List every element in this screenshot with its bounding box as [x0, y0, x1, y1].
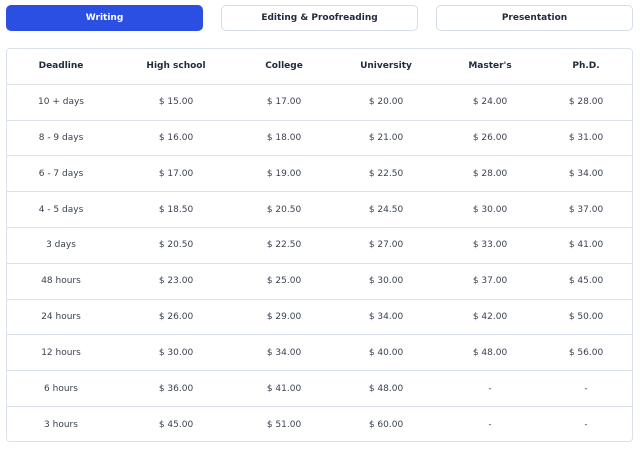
- table-cell: -: [488, 419, 492, 430]
- table-cell: $ 25.00: [266, 276, 302, 287]
- table-cell: $ 41.00: [266, 383, 302, 394]
- table-row: 6 - 7 days $ 17.00 $ 19.00 $ 22.50 $ 28.00 $ …: [7, 156, 632, 193]
- table-cell: -: [584, 383, 588, 394]
- table-row: 8 - 9 days $ 16.00 $ 18.00 $ 21.00 $ 26.00 $ …: [7, 121, 632, 157]
- table-cell: $ 31.00: [568, 132, 604, 143]
- table-cell: $ 34.00: [568, 168, 604, 179]
- table-cell: $ 17.00: [158, 168, 194, 179]
- table-cell: $ 26.00: [472, 132, 508, 143]
- table-cell: $ 30.00: [472, 204, 508, 215]
- table-row: 3 hours $ 45.00 $ 51.00 $ 60.00 - -: [7, 407, 632, 443]
- table-cell: $ 48.00: [368, 383, 404, 394]
- column-header: High school: [146, 61, 206, 72]
- table-cell: $ 24.00: [472, 97, 508, 108]
- table-row: 10 + days $ 15.00 $ 17.00 $ 20.00 $ 24.00 $ 2…: [7, 85, 632, 121]
- table-cell: $ 23.00: [158, 276, 194, 287]
- table-cell: $ 27.00: [368, 240, 404, 251]
- table-cell: $ 22.50: [368, 168, 404, 179]
- table-cell: 3 hours: [44, 419, 78, 430]
- table-cell: $ 37.00: [568, 204, 604, 215]
- table-cell: -: [584, 419, 588, 430]
- table-cell: 12 hours: [41, 347, 81, 358]
- price-table: Deadline High school College University Mast…: [6, 48, 633, 442]
- table-cell: $ 21.00: [368, 132, 404, 143]
- table-cell: $ 37.00: [472, 276, 508, 287]
- tab[interactable]: Presentation: [436, 5, 633, 31]
- table-cell: $ 36.00: [158, 383, 194, 394]
- tab[interactable]: Editing & Proofreading: [221, 5, 418, 31]
- table-cell: $ 17.00: [266, 97, 302, 108]
- table-row: 12 hours $ 30.00 $ 34.00 $ 40.00 $ 48.00 $ 56…: [7, 335, 632, 372]
- table-cell: $ 45.00: [158, 419, 194, 430]
- table-cell: 4 - 5 days: [38, 204, 84, 215]
- table-cell: $ 30.00: [158, 347, 194, 358]
- tab[interactable]: Writing: [6, 5, 203, 31]
- table-cell: $ 30.00: [368, 276, 404, 287]
- table-cell: $ 16.00: [158, 132, 194, 143]
- table-cell: $ 26.00: [158, 311, 194, 322]
- table-cell: 8 - 9 days: [38, 132, 84, 143]
- column-header: Ph.D.: [572, 61, 600, 72]
- column-header: College: [265, 61, 303, 72]
- column-header: Master's: [468, 61, 512, 72]
- table-cell: $ 19.00: [266, 168, 302, 179]
- table-cell: $ 33.00: [472, 240, 508, 251]
- table-cell: $ 34.00: [368, 311, 404, 322]
- table-cell: $ 41.00: [568, 240, 604, 251]
- table-cell: 3 days: [46, 240, 76, 251]
- table-cell: $ 34.00: [266, 347, 302, 358]
- table-cell: $ 60.00: [368, 419, 404, 430]
- column-header: Deadline: [38, 61, 84, 72]
- table-cell: $ 20.50: [266, 204, 302, 215]
- table-cell: $ 40.00: [368, 347, 404, 358]
- table-cell: $ 20.00: [368, 97, 404, 108]
- column-header: University: [360, 61, 412, 72]
- table-cell: 6 - 7 days: [38, 168, 84, 179]
- table-cell: $ 20.50: [158, 240, 194, 251]
- table-cell: $ 24.50: [368, 204, 404, 215]
- table-cell: $ 42.00: [472, 311, 508, 322]
- table-cell: $ 50.00: [568, 311, 604, 322]
- table-cell: 10 + days: [38, 97, 84, 108]
- table-cell: 24 hours: [41, 311, 81, 322]
- table-cell: $ 22.50: [266, 240, 302, 251]
- table-cell: $ 45.00: [568, 276, 604, 287]
- table-cell: $ 51.00: [266, 419, 302, 430]
- table-cell: $ 29.00: [266, 311, 302, 322]
- table-row: 3 days $ 20.50 $ 22.50 $ 27.00 $ 33.00 $ 41.0…: [7, 228, 632, 264]
- table-row: 48 hours $ 23.00 $ 25.00 $ 30.00 $ 37.00 $ 45…: [7, 264, 632, 300]
- table-cell: -: [488, 383, 492, 394]
- header-row: Deadline High school College University Mast…: [7, 49, 632, 85]
- table-row: 24 hours $ 26.00 $ 29.00 $ 34.00 $ 42.00 $ 50…: [7, 300, 632, 336]
- table-cell: $ 28.00: [472, 168, 508, 179]
- table-cell: $ 56.00: [568, 347, 604, 358]
- table-cell: $ 15.00: [158, 97, 194, 108]
- table-cell: $ 18.00: [266, 132, 302, 143]
- table-row: 4 - 5 days $ 18.50 $ 20.50 $ 24.50 $ 30.00 $ …: [7, 192, 632, 228]
- table-cell: $ 48.00: [472, 347, 508, 358]
- table-cell: $ 18.50: [158, 204, 194, 215]
- table-cell: 6 hours: [44, 383, 78, 394]
- table-cell: $ 28.00: [568, 97, 604, 108]
- table-cell: 48 hours: [41, 276, 81, 287]
- table-row: 6 hours $ 36.00 $ 41.00 $ 48.00 - -: [7, 371, 632, 407]
